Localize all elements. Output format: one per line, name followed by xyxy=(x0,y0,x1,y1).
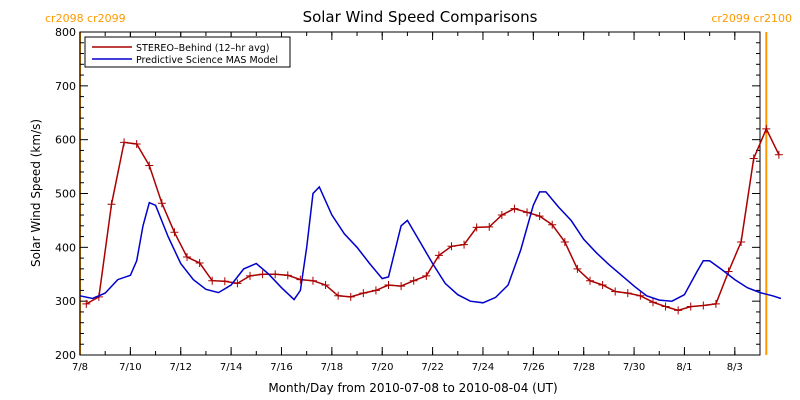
stereo-data-point xyxy=(497,211,506,220)
stereo-data-point xyxy=(183,253,192,262)
x-tick-label: 7/24 xyxy=(472,362,494,373)
stereo-data-point xyxy=(422,271,431,280)
stereo-data-point xyxy=(560,237,569,246)
stereo-data-point xyxy=(132,139,141,148)
stereo-data-point xyxy=(195,258,204,267)
stereo-data-point xyxy=(296,275,305,284)
stereo-data-point xyxy=(460,240,469,249)
stereo-data-point xyxy=(535,212,544,221)
stereo-data-point xyxy=(485,222,494,231)
stereo-data-point xyxy=(157,199,166,208)
x-tick-label: 7/20 xyxy=(371,362,393,373)
stereo-data-point xyxy=(737,237,746,246)
stereo-data-point xyxy=(661,302,670,311)
legend: STEREO–Behind (12–hr avg) Predictive Sci… xyxy=(84,36,291,68)
stereo-data-point xyxy=(472,223,481,232)
stereo-data-point xyxy=(246,271,254,280)
model-series-line xyxy=(79,185,782,304)
x-tick-label: 7/28 xyxy=(572,362,594,373)
stereo-data-point xyxy=(523,208,532,217)
y-tick-label: 400 xyxy=(55,241,76,254)
y-tick-label: 300 xyxy=(55,295,76,308)
legend-box xyxy=(84,36,291,68)
chart-title: Solar Wind Speed Comparisons xyxy=(303,8,538,26)
legend-label-stereo: STEREO–Behind (12–hr avg) xyxy=(136,43,269,54)
stereo-data-point xyxy=(548,220,557,229)
plot-frame xyxy=(79,31,761,356)
x-tick-label: 7/8 xyxy=(72,362,88,373)
carrington-label: cr2099 cr2100 xyxy=(711,12,792,25)
legend-label-model: Predictive Science MAS Model xyxy=(136,55,278,66)
stereo-data-point xyxy=(334,291,343,300)
stereo-data-point xyxy=(648,298,657,307)
stereo-data-point xyxy=(371,286,380,295)
stereo-data-point xyxy=(233,279,242,288)
stereo-data-point xyxy=(283,271,292,280)
y-axis-label: Solar Wind Speed (km/s) xyxy=(29,119,43,267)
stereo-data-point xyxy=(573,264,582,273)
stereo-data-point xyxy=(308,276,317,285)
x-tick-label: 7/22 xyxy=(421,362,443,373)
stereo-data-point xyxy=(359,289,368,298)
stereo-data-point xyxy=(346,292,355,301)
stereo-data-point xyxy=(321,281,330,290)
stereo-data-point xyxy=(170,228,179,237)
y-tick-label: 500 xyxy=(55,188,76,201)
stereo-data-point xyxy=(107,200,116,209)
x-axis-label: Month/Day from 2010-07-08 to 2010-08-04 … xyxy=(268,381,557,395)
x-tick-label: 7/26 xyxy=(522,362,544,373)
stereo-data-point xyxy=(711,299,720,308)
y-tick-label: 200 xyxy=(55,349,76,362)
stereo-data-point xyxy=(762,124,771,133)
stereo-data-point xyxy=(220,277,229,286)
x-tick-label: 8/3 xyxy=(727,362,743,373)
stereo-data-point xyxy=(409,276,418,285)
stereo-data-point xyxy=(120,138,129,147)
stereo-data-point xyxy=(208,276,217,285)
y-tick-label: 800 xyxy=(55,26,76,39)
stereo-data-point xyxy=(699,301,708,310)
stereo-data-point xyxy=(598,281,607,290)
stereo-data-point xyxy=(623,289,632,298)
stereo-data-point xyxy=(586,276,594,285)
y-axis: 200 300 400 500 600 700 800 xyxy=(55,26,760,362)
stereo-series-line xyxy=(85,127,780,312)
carrington-label: cr2098 cr2099 xyxy=(45,12,126,25)
stereo-data-point xyxy=(258,270,267,279)
stereo-data-point xyxy=(271,270,280,279)
stereo-data-point xyxy=(82,299,91,308)
stereo-data-point xyxy=(686,302,695,311)
stereo-data-point xyxy=(145,161,154,170)
stereo-data-point xyxy=(674,306,683,315)
series-layer xyxy=(79,124,783,315)
x-tick-label: 7/30 xyxy=(623,362,645,373)
y-tick-label: 700 xyxy=(55,80,76,93)
stereo-data-point xyxy=(384,281,393,290)
x-tick-label: 7/10 xyxy=(119,362,141,373)
y-tick-label: 600 xyxy=(55,134,76,147)
stereo-data-point xyxy=(434,251,443,260)
stereo-data-point xyxy=(397,282,406,291)
x-tick-label: 8/1 xyxy=(676,362,692,373)
x-tick-label: 7/14 xyxy=(220,362,242,373)
stereo-data-point xyxy=(774,150,783,159)
x-tick-label: 7/12 xyxy=(170,362,192,373)
x-axis: 7/8 7/10 7/12 7/14 7/16 7/18 7/20 7/22 7/24 7/26 7… xyxy=(72,32,761,373)
stereo-data-point xyxy=(447,242,456,251)
stereo-data-point xyxy=(749,154,758,163)
x-tick-label: 7/16 xyxy=(270,362,292,373)
stereo-data-point xyxy=(510,204,519,213)
x-tick-label: 7/18 xyxy=(321,362,343,373)
stereo-data-point xyxy=(636,291,645,300)
stereo-data-point xyxy=(611,287,620,296)
